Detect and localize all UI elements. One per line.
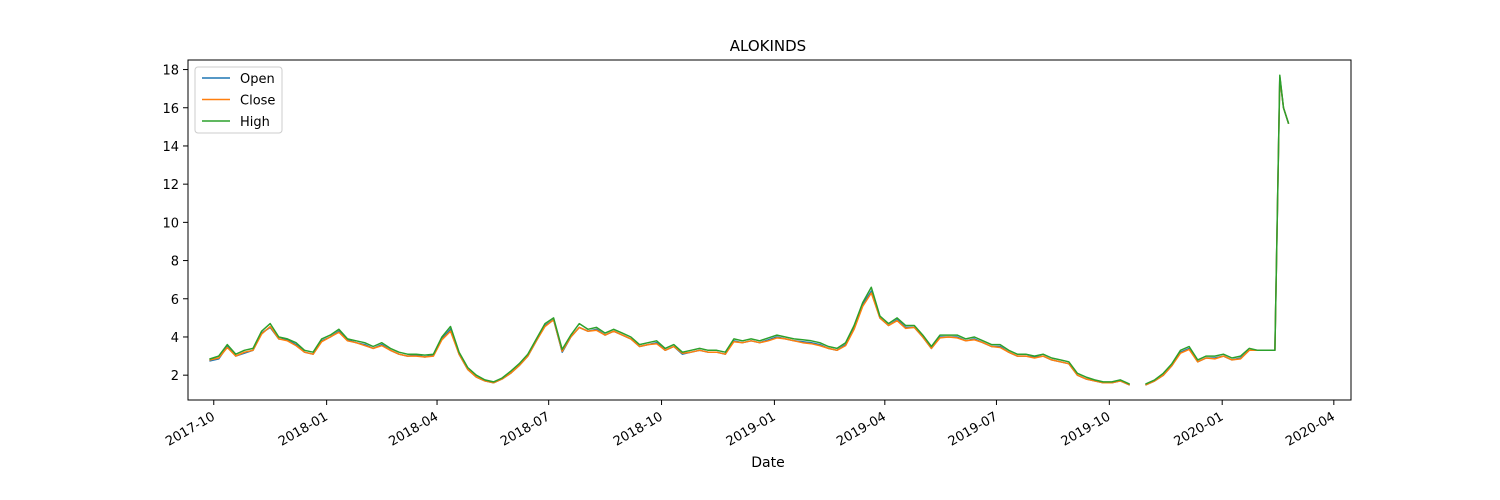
y-tick-label: 10 xyxy=(162,216,179,231)
legend-label-high: High xyxy=(240,115,270,130)
legend-label-open: Open xyxy=(240,72,275,87)
y-tick-label: 2 xyxy=(171,369,179,384)
y-tick-label: 16 xyxy=(162,102,179,117)
series-line-high xyxy=(209,74,1290,385)
series-layer xyxy=(209,74,1290,386)
legend-frame xyxy=(194,66,283,134)
y-tick-label: 4 xyxy=(171,331,179,346)
chart-title: ALOKINDS xyxy=(730,37,806,55)
plot-frame xyxy=(187,59,1352,401)
x-axis-label: Date xyxy=(751,455,784,471)
y-tick-label: 12 xyxy=(162,178,179,193)
legend-label-close: Close xyxy=(240,94,275,109)
y-tick-label: 14 xyxy=(162,140,179,155)
y-axis: 2 4 6 8 10 12 14 16 18 xyxy=(162,64,188,384)
y-tick-label: 18 xyxy=(162,64,179,79)
y-tick-label: 8 xyxy=(171,255,179,270)
legend: Open Close High xyxy=(194,66,283,134)
y-tick-label: 6 xyxy=(171,293,179,308)
